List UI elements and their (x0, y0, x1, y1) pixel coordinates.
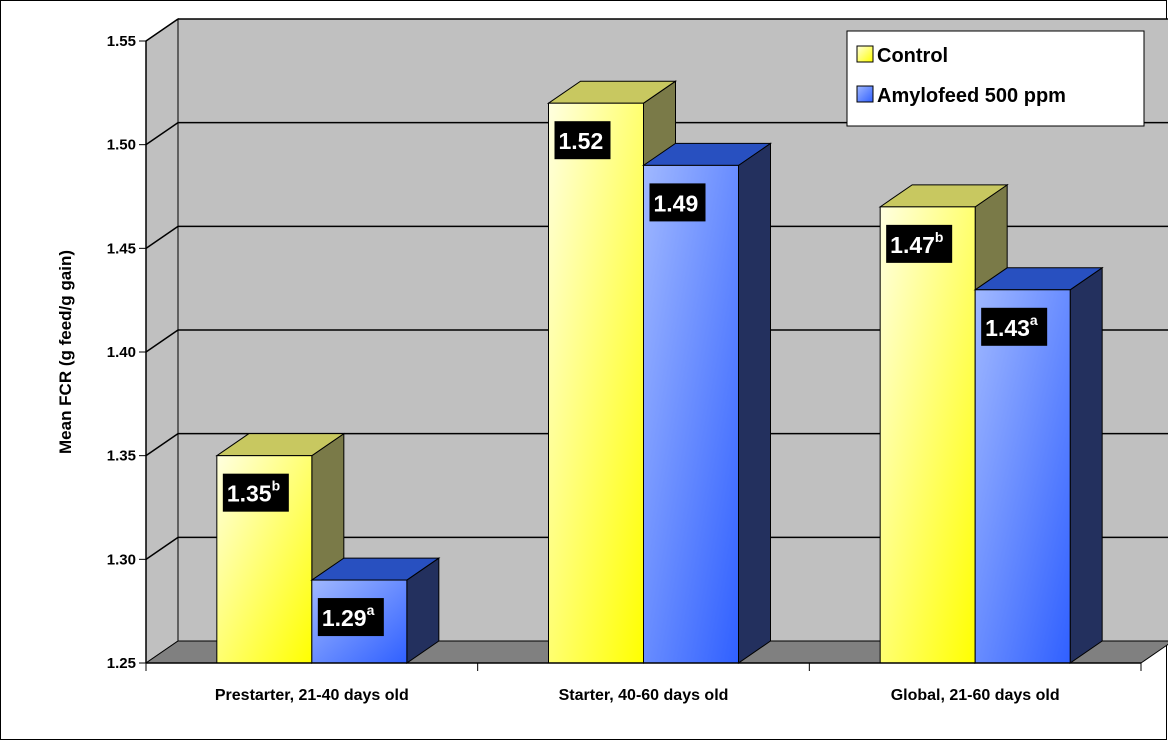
legend-label-control: Control (877, 45, 948, 67)
data-label-text: 1.35b (227, 478, 280, 507)
bar-front (548, 102, 644, 664)
y-tick-label: 1.55 (107, 33, 136, 50)
x-category-label: Starter, 40-60 days old (559, 687, 729, 704)
data-label-box (222, 473, 289, 512)
data-label-control-1: 1.52 (554, 121, 611, 160)
data-label-control-2: 1.47b (886, 224, 953, 263)
data-label-box (649, 183, 706, 222)
data-label-text: 1.43a (985, 312, 1038, 341)
data-label-amylofeed-0: 1.29a (317, 598, 384, 637)
gridline-side (145, 122, 179, 146)
bar-side (738, 142, 771, 664)
gridline-side (145, 18, 179, 42)
y-tick-label: 1.30 (107, 551, 136, 568)
bar-front (879, 206, 976, 664)
x-category-label: Prestarter, 21-40 days old (215, 687, 409, 704)
y-axis-title: Mean FCR (g feed/g gain) (56, 250, 75, 454)
bars: 1.35b 1.29a 1.52 1.49 1.47b 1.43a (215, 80, 1104, 664)
x-axis: Prestarter, 21-40 days old Starter, 40-60… (145, 662, 1142, 704)
bar-front (974, 289, 1071, 664)
legend: Control Amylofeed 500 ppm (846, 30, 1145, 127)
y-tick-label: 1.25 (107, 655, 136, 672)
data-label-amylofeed-1: 1.49 (649, 183, 706, 222)
x-category-label: Global, 21-60 days old (891, 687, 1060, 704)
legend-label-amylofeed: Amylofeed 500 ppm (877, 85, 1066, 107)
data-label-box (886, 224, 953, 263)
data-label-box (554, 121, 611, 160)
legend-box (846, 30, 1145, 127)
data-label-box (981, 307, 1048, 346)
data-label-text: 1.49 (654, 190, 699, 216)
y-axis: 1.25 1.30 1.35 1.40 1.45 1.50 1.55 (107, 33, 147, 672)
bar-front (643, 164, 739, 664)
gridline-side (145, 536, 179, 560)
gridline-side (145, 225, 179, 249)
legend-swatch-control (856, 45, 874, 63)
bar-amylofeed-2 (973, 266, 1104, 664)
data-label-text: 1.29a (322, 602, 375, 631)
data-label-text: 1.52 (559, 128, 604, 154)
data-label-box (317, 598, 384, 637)
y-tick-label: 1.45 (107, 240, 136, 257)
data-label-text: 1.47b (890, 229, 943, 258)
data-label-amylofeed-2: 1.43a (981, 307, 1048, 346)
bar-amylofeed-1 (641, 142, 773, 664)
y-tick-label: 1.40 (107, 344, 136, 361)
y-tick-label: 1.35 (107, 448, 136, 465)
y-tick-label: 1.50 (107, 137, 136, 154)
bar-control-2 (878, 183, 1009, 664)
legend-swatch-amylofeed (856, 85, 874, 103)
gridline-side (145, 433, 179, 457)
data-label-control-0: 1.35b (222, 473, 289, 512)
bar-side (1069, 266, 1103, 664)
gridline-side (145, 329, 179, 353)
